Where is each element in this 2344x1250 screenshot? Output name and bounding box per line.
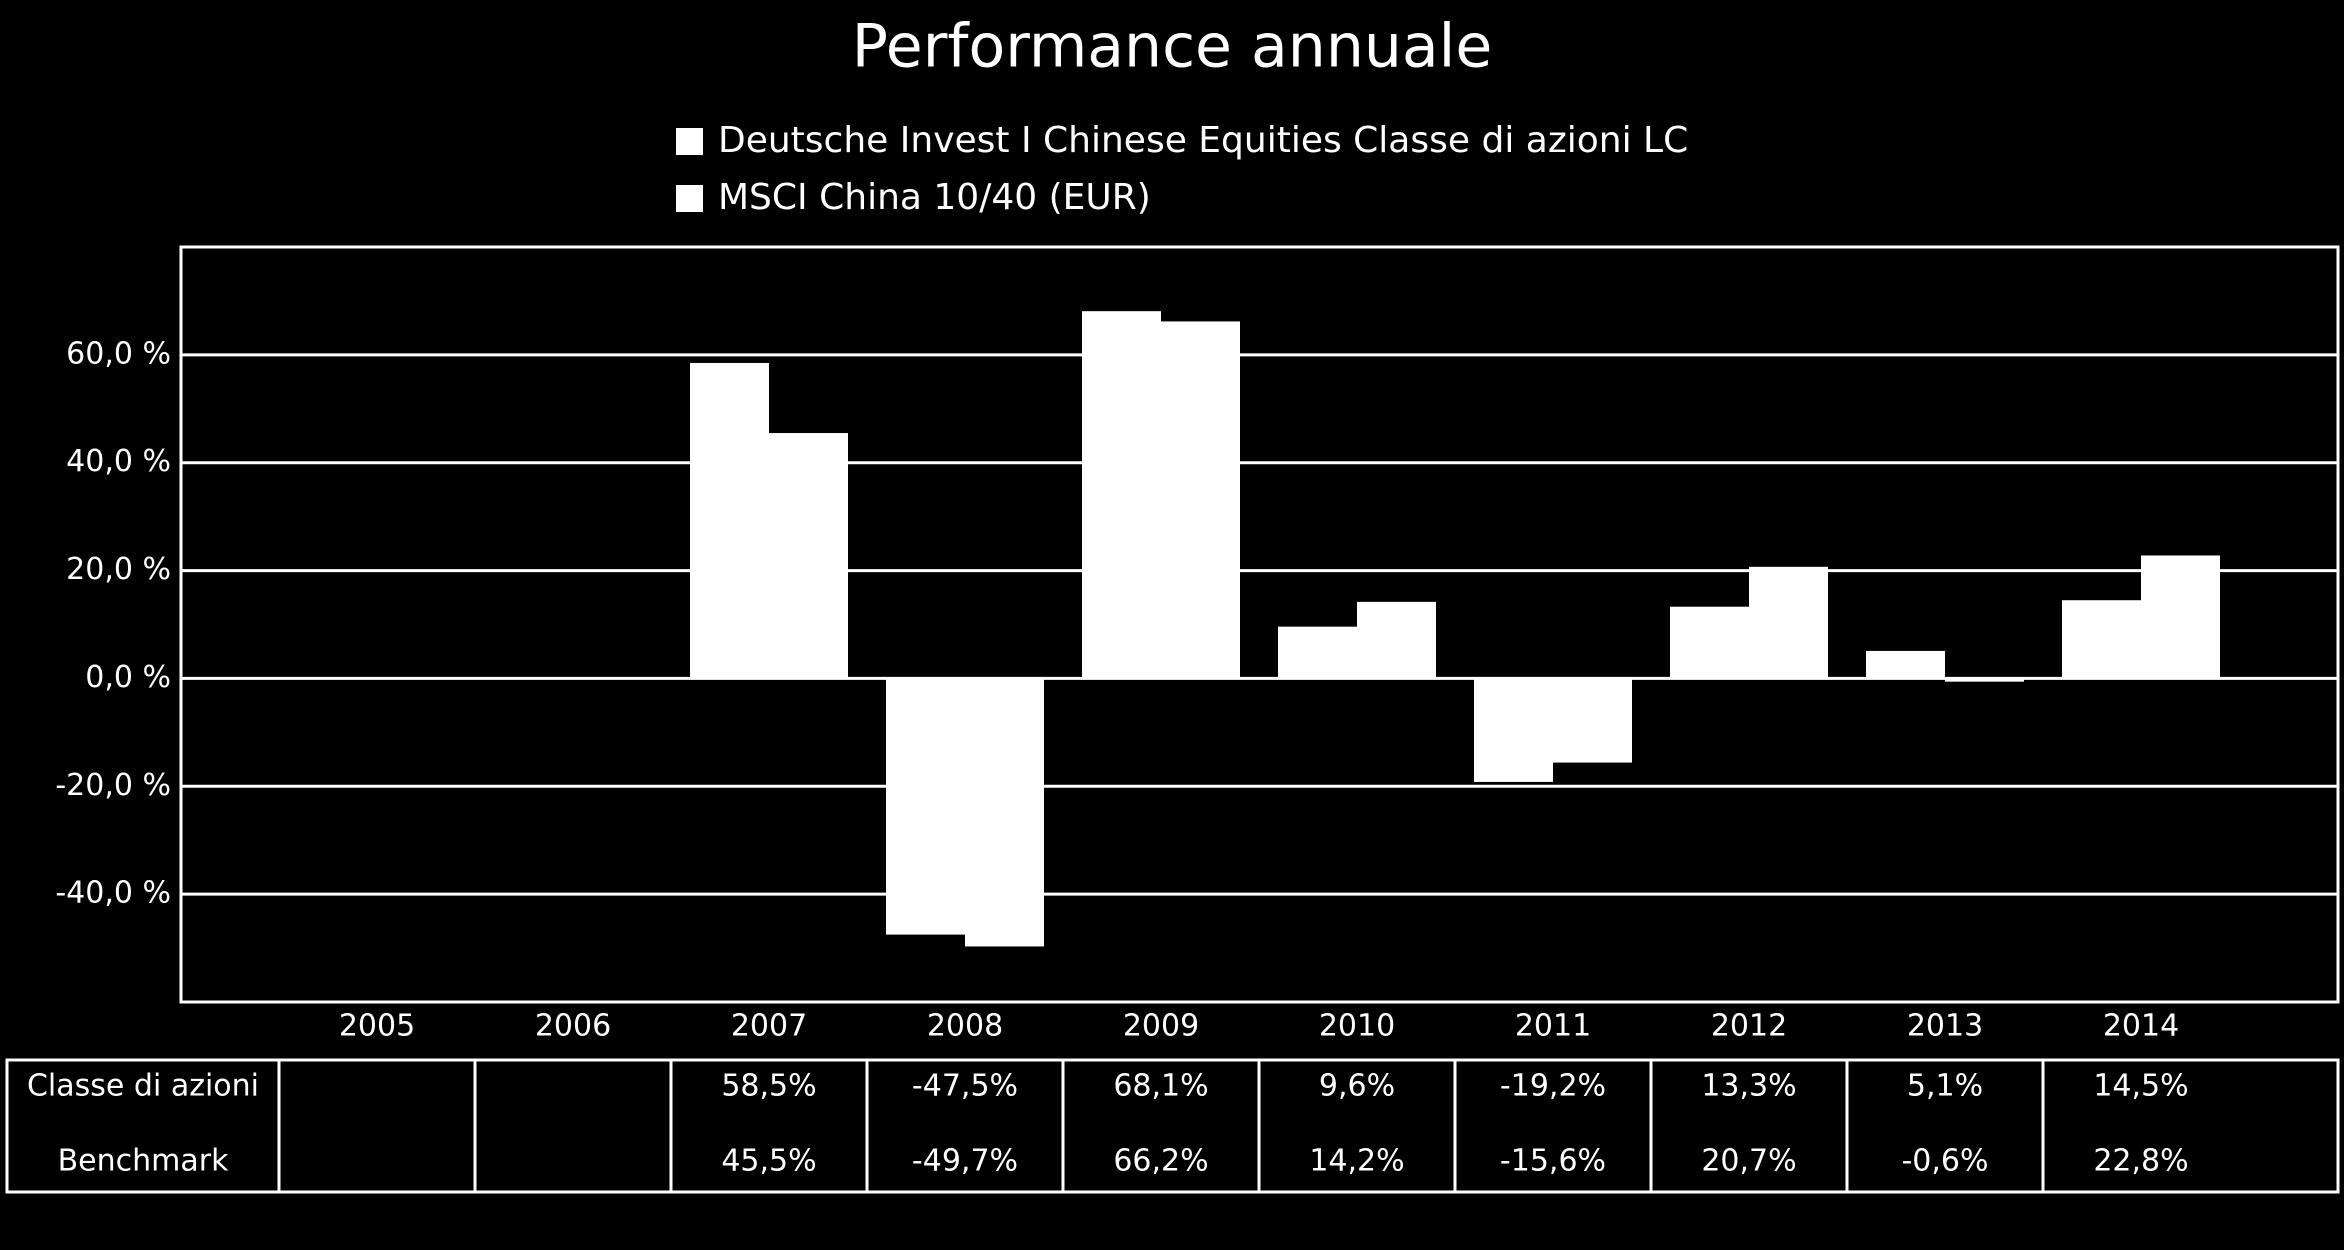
table-value: 22,8%	[2093, 1144, 2188, 1179]
bar	[965, 678, 1044, 947]
bar	[1474, 678, 1553, 782]
x-tick-label: 2006	[535, 1009, 611, 1044]
table-value: 14,2%	[1309, 1144, 1404, 1179]
table-value: -0,6%	[1901, 1144, 1988, 1179]
chart-title: Performance annuale	[852, 12, 1493, 82]
x-tick-label: 2010	[1319, 1009, 1395, 1044]
bar	[1866, 650, 1945, 679]
table-value: 45,5%	[721, 1144, 816, 1179]
y-tick-label: 60,0 %	[66, 336, 171, 371]
x-tick-label: 2013	[1907, 1009, 1983, 1044]
plot-frame	[179, 245, 2340, 1004]
table-value: -19,2%	[1500, 1069, 1606, 1104]
table-row-label: Benchmark	[58, 1144, 230, 1179]
bar	[1161, 321, 1240, 679]
bar	[769, 433, 848, 679]
table-value: 20,7%	[1701, 1144, 1796, 1179]
bar	[1082, 311, 1161, 679]
bar	[1749, 566, 1828, 679]
x-tick-label: 2008	[927, 1009, 1003, 1044]
legend-swatch	[676, 185, 703, 212]
legend-label: Deutsche Invest I Chinese Equities Class…	[718, 120, 1688, 161]
x-tick-label: 2009	[1123, 1009, 1199, 1044]
y-tick-label: -20,0 %	[55, 768, 171, 803]
legend-swatch	[676, 128, 703, 155]
bar	[1278, 626, 1357, 679]
bar	[2062, 600, 2141, 679]
table-value: -15,6%	[1500, 1144, 1606, 1179]
x-tick-label: 2005	[339, 1009, 415, 1044]
table-value: 5,1%	[1907, 1069, 1983, 1104]
x-tick-label: 2011	[1515, 1009, 1591, 1044]
table-value: 14,5%	[2093, 1069, 2188, 1104]
legend-label: MSCI China 10/40 (EUR)	[718, 177, 1151, 218]
bar	[1553, 678, 1632, 763]
y-tick-label: 20,0 %	[66, 552, 171, 587]
bar	[690, 362, 769, 679]
y-tick-label: 40,0 %	[66, 444, 171, 479]
table-row-label: Classe di azioni	[27, 1069, 259, 1104]
bar	[1670, 606, 1749, 679]
y-tick-label: -40,0 %	[55, 876, 171, 911]
table-value: 68,1%	[1113, 1069, 1208, 1104]
bar	[2141, 555, 2220, 679]
table-frame	[5, 1058, 2340, 1194]
x-tick-label: 2012	[1711, 1009, 1787, 1044]
x-tick-label: 2014	[2103, 1009, 2179, 1044]
table-value: -49,7%	[912, 1144, 1018, 1179]
y-tick-label: 0,0 %	[85, 660, 171, 695]
bar	[1945, 678, 2024, 682]
x-tick-label: 2007	[731, 1009, 807, 1044]
table-value: -47,5%	[912, 1069, 1018, 1104]
table-value: 58,5%	[721, 1069, 816, 1104]
bar	[886, 678, 965, 935]
table-value: 9,6%	[1319, 1069, 1395, 1104]
bar	[1357, 601, 1436, 679]
table-value: 13,3%	[1701, 1069, 1796, 1104]
table-value: 66,2%	[1113, 1144, 1208, 1179]
